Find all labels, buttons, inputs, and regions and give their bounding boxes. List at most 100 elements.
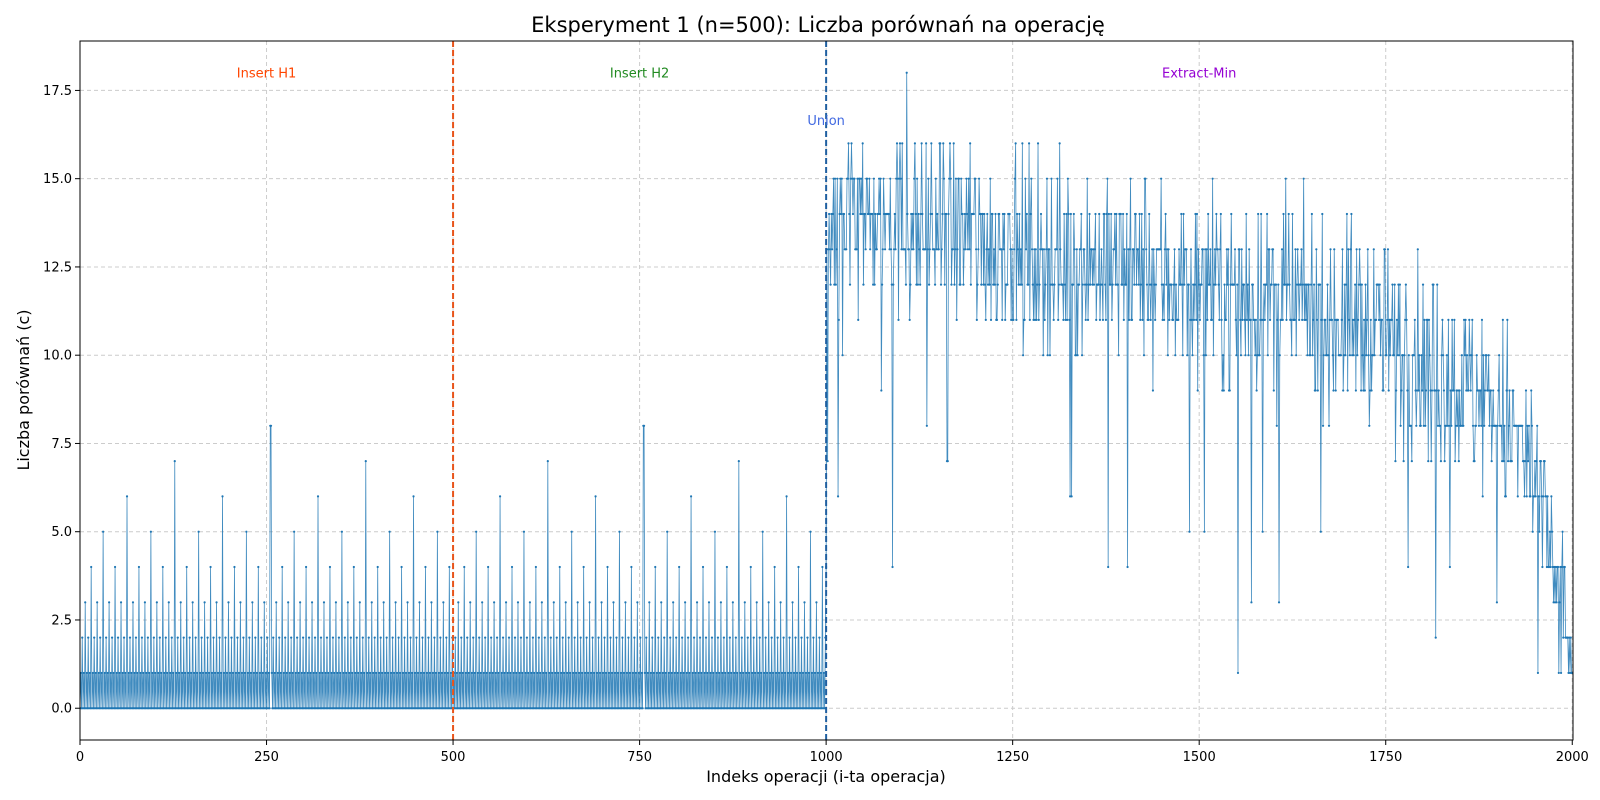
data-point: [1162, 283, 1165, 286]
data-point: [880, 283, 884, 286]
data-point: [382, 601, 385, 604]
data-point: [916, 177, 919, 180]
data-point: [604, 671, 608, 675]
data-point: [569, 671, 572, 675]
data-point: [1394, 460, 1397, 463]
data-point: [515, 671, 518, 675]
data-point: [803, 601, 806, 604]
data-point: [778, 671, 781, 675]
data-point: [685, 671, 688, 675]
data-point: [285, 671, 288, 675]
data-point: [1492, 389, 1495, 392]
data-point: [655, 671, 658, 675]
data-point: [1083, 248, 1086, 251]
data-point: [1086, 318, 1090, 321]
data-point: [855, 248, 858, 251]
data-point: [1548, 530, 1551, 533]
data-point: [1195, 212, 1199, 216]
data-point: [1181, 354, 1184, 357]
data-point: [346, 601, 349, 604]
data-point: [1217, 283, 1220, 286]
data-point: [1127, 318, 1131, 321]
data-point: [1306, 354, 1309, 357]
data-point: [1196, 389, 1199, 392]
data-point: [864, 248, 867, 251]
data-point: [1135, 283, 1138, 286]
data-point: [442, 601, 445, 604]
data-point: [1289, 318, 1293, 321]
data-point: [469, 601, 472, 604]
data-point: [1220, 318, 1223, 321]
data-point: [1234, 318, 1237, 321]
data-point: [1044, 283, 1047, 286]
data-point: [1208, 283, 1211, 286]
data-point: [953, 283, 956, 286]
data-point: [339, 671, 342, 675]
data-point: [96, 601, 99, 604]
data-point: [983, 212, 986, 216]
data-point: [443, 671, 446, 675]
data-point: [954, 248, 957, 251]
data-point: [612, 601, 615, 604]
data-point: [343, 636, 346, 639]
data-point: [1088, 212, 1091, 216]
phase-annotations: Insert H1 Insert H2 Union Extract-Min: [237, 66, 1237, 129]
data-point: [752, 636, 755, 639]
data-point: [175, 671, 178, 675]
x-tick-label: 1750: [1369, 750, 1402, 765]
data-point: [439, 636, 442, 639]
data-point: [622, 671, 626, 675]
data-point: [630, 565, 633, 569]
data-point: [861, 142, 864, 145]
data-point: [299, 601, 302, 604]
data-point: [1191, 354, 1194, 357]
data-point: [1312, 283, 1316, 286]
data-point: [97, 671, 100, 675]
data-point: [1315, 248, 1318, 251]
data-point: [213, 671, 217, 675]
data-point: [1300, 248, 1303, 251]
data-point: [889, 177, 892, 180]
data-point: [860, 212, 864, 216]
data-point: [980, 283, 983, 286]
data-point: [868, 177, 871, 180]
data-point: [789, 671, 793, 675]
data-point: [1170, 283, 1173, 286]
x-axis-title: Indeks operacji (i-ta operacja): [706, 767, 946, 786]
data-point: [88, 671, 91, 675]
data-point: [1483, 424, 1486, 427]
data-point: [1302, 177, 1305, 180]
data-point: [879, 177, 882, 180]
data-point: [1171, 318, 1175, 321]
data-point: [1187, 283, 1190, 286]
data-point: [1541, 565, 1544, 569]
data-point: [333, 671, 336, 675]
data-point: [328, 565, 332, 569]
x-tick-label: 1250: [996, 750, 1029, 765]
data-point: [836, 495, 840, 498]
data-point: [340, 530, 343, 533]
data-point: [646, 671, 649, 675]
data-point: [1081, 283, 1084, 286]
data-point: [133, 671, 136, 675]
data-point: [1145, 283, 1149, 286]
data-point: [287, 601, 290, 604]
data-point: [899, 177, 902, 180]
data-point: [841, 354, 844, 357]
data-point: [1203, 530, 1206, 533]
data-point: [788, 636, 791, 639]
data-point: [867, 212, 870, 216]
data-point: [102, 530, 105, 533]
data-point: [581, 671, 584, 675]
data-point: [540, 601, 543, 604]
data-point: [282, 671, 285, 675]
data-point: [1144, 177, 1147, 180]
data-point: [942, 177, 946, 180]
data-point: [318, 671, 321, 675]
data-point: [1092, 283, 1096, 286]
data-point: [1301, 283, 1304, 286]
data-point: [1062, 318, 1065, 321]
data-point: [1283, 283, 1287, 286]
data-point: [797, 565, 800, 569]
data-point: [1365, 318, 1369, 321]
